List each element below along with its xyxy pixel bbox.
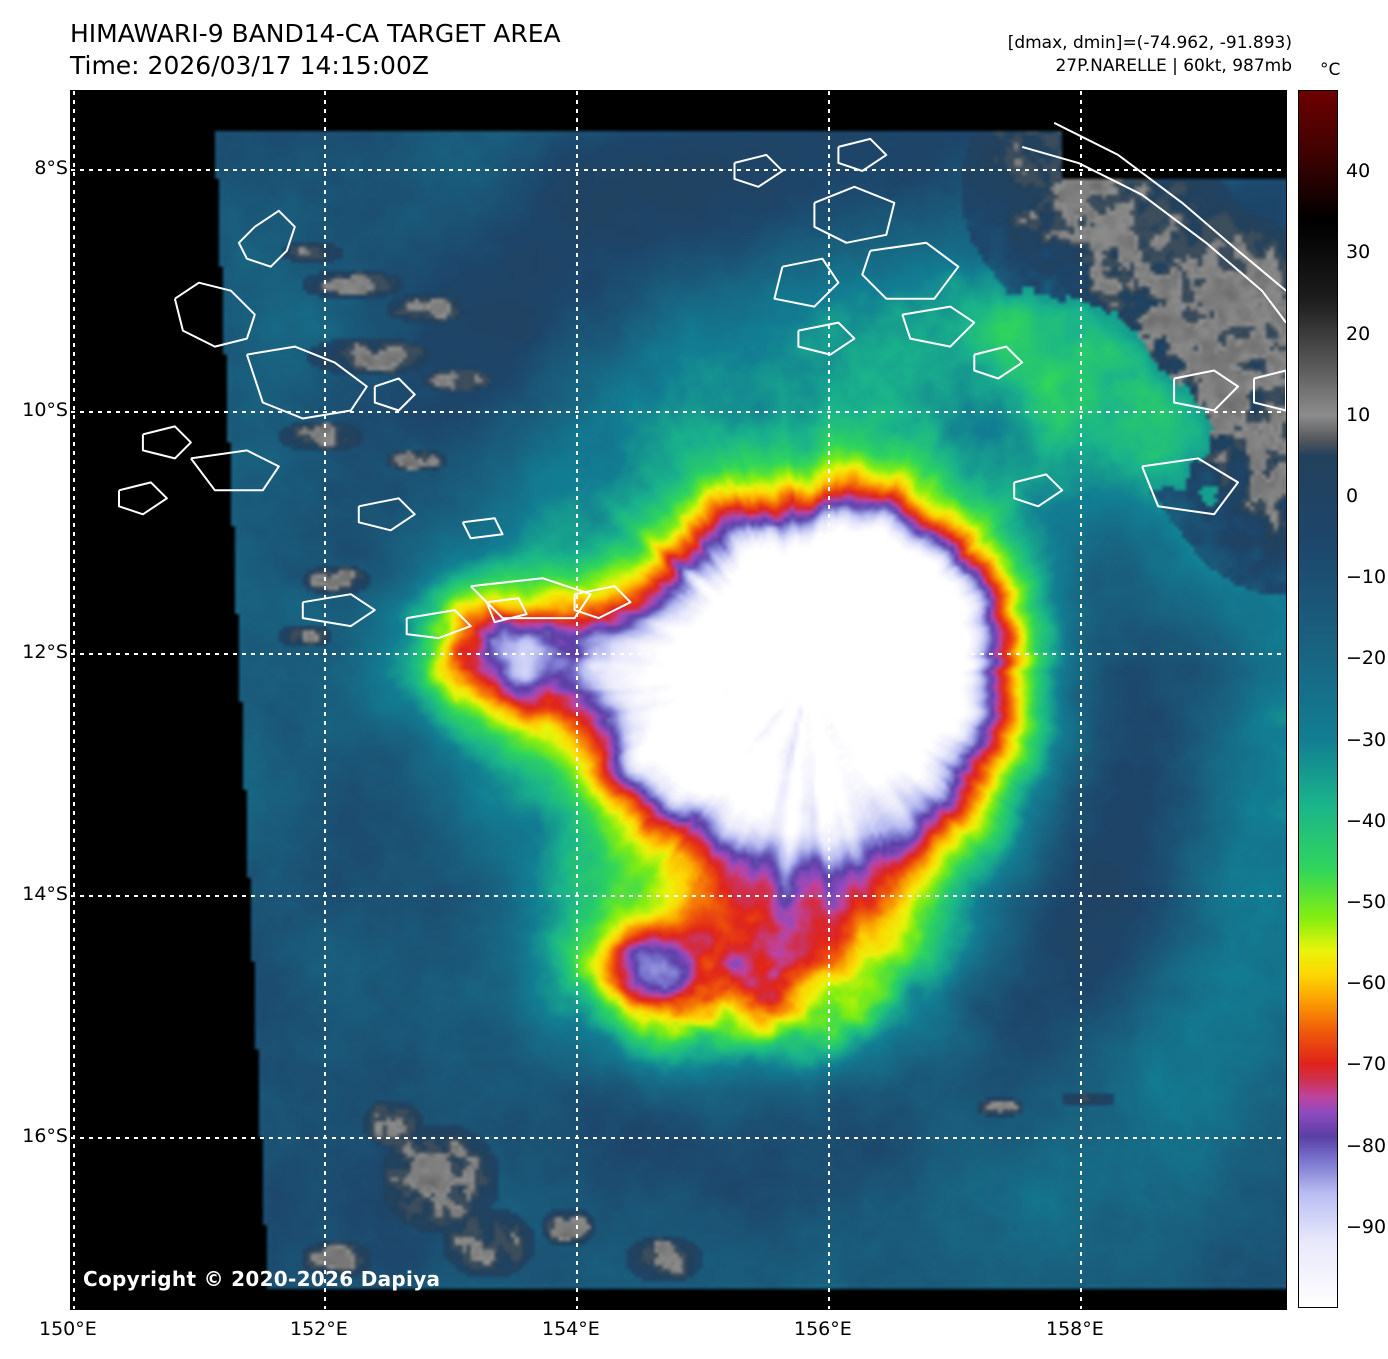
coastline-18 bbox=[837, 137, 888, 172]
copyright-notice: Copyright © 2020-2026 Dapiya bbox=[83, 1267, 441, 1291]
x-axis-tick-2: 154°E bbox=[542, 1318, 600, 1340]
coastline-27 bbox=[573, 585, 632, 620]
coastline-20 bbox=[1053, 122, 1286, 292]
coastline-8 bbox=[301, 593, 376, 628]
colorbar-tick-5: −10 bbox=[1346, 566, 1387, 589]
coastline-3 bbox=[141, 425, 192, 460]
x-axis-tick-0: 150°E bbox=[39, 1318, 97, 1340]
colorbar-tick-6: −20 bbox=[1346, 647, 1387, 670]
x-axis-tick-4: 158°E bbox=[1046, 1318, 1104, 1340]
x-axis-tick-1: 152°E bbox=[290, 1318, 348, 1340]
metadata-block: [dmax, dmin]=(-74.962, -91.893) 27P.NARE… bbox=[1008, 32, 1292, 78]
coastline-0 bbox=[173, 281, 256, 348]
y-axis-tick-0: 8°S bbox=[34, 157, 68, 179]
coastline-26 bbox=[469, 577, 592, 620]
x-axis-tick-3: 156°E bbox=[794, 1318, 852, 1340]
coastline-17 bbox=[733, 153, 784, 188]
colorbar-unit-label: °C bbox=[1320, 60, 1341, 80]
coastline-15 bbox=[797, 321, 856, 356]
coastline-13 bbox=[773, 257, 840, 308]
colorbar-tick-3: 10 bbox=[1346, 403, 1371, 426]
colorbar-tick-2: 20 bbox=[1346, 322, 1371, 345]
coastline-10 bbox=[485, 597, 528, 624]
coastline-7 bbox=[357, 497, 416, 532]
colorbar-tick-1: 30 bbox=[1346, 241, 1371, 264]
coastline-9 bbox=[405, 609, 472, 640]
title-time: Time: 2026/03/17 14:15:00Z bbox=[70, 51, 429, 80]
ir-brightness-temperature-field bbox=[71, 91, 1286, 1309]
coastline-25 bbox=[461, 517, 504, 540]
colorbar-tick-8: −40 bbox=[1346, 809, 1387, 832]
colorbar-gradient bbox=[1299, 91, 1337, 1307]
page-title: HIMAWARI-9 BAND14-CA TARGET AREA Time: 2… bbox=[70, 18, 561, 82]
satellite-image-plot: Copyright © 2020-2026 Dapiya bbox=[70, 90, 1287, 1310]
storm-label: 27P.NARELLE | 60kt, 987mb bbox=[1055, 56, 1292, 76]
coastline-21 bbox=[1173, 369, 1239, 412]
colorbar bbox=[1298, 90, 1338, 1308]
coastline-16 bbox=[973, 345, 1024, 380]
y-axis-tick-4: 16°S bbox=[22, 1125, 68, 1147]
ir-heatmap-canvas bbox=[71, 91, 1286, 1309]
colorbar-tick-11: −70 bbox=[1346, 1053, 1387, 1076]
coastline-19 bbox=[1021, 145, 1286, 324]
title-main: HIMAWARI-9 BAND14-CA TARGET AREA bbox=[70, 19, 561, 48]
coastline-23 bbox=[1141, 457, 1239, 516]
coastline-14 bbox=[901, 305, 976, 348]
coastline-22 bbox=[1253, 369, 1286, 412]
coastline-6 bbox=[237, 209, 296, 268]
y-axis-tick-1: 10°S bbox=[22, 399, 68, 421]
coastline-2 bbox=[373, 377, 416, 412]
colorbar-tick-9: −50 bbox=[1346, 891, 1387, 913]
coastline-11 bbox=[813, 185, 896, 244]
dminmax-label: [dmax, dmin]=(-74.962, -91.893) bbox=[1007, 33, 1292, 53]
colorbar-tick-10: −60 bbox=[1346, 972, 1387, 995]
colorbar-tick-7: −30 bbox=[1346, 728, 1387, 751]
colorbar-tick-4: 0 bbox=[1346, 485, 1359, 507]
colorbar-tick-0: 40 bbox=[1346, 160, 1371, 183]
coastline-4 bbox=[190, 449, 280, 492]
coastline-12 bbox=[861, 241, 960, 300]
colorbar-tick-13: −90 bbox=[1346, 1215, 1387, 1238]
coastline-5 bbox=[118, 481, 168, 516]
coastline-24 bbox=[1013, 473, 1064, 508]
y-axis-tick-3: 14°S bbox=[22, 883, 68, 905]
coastline-1 bbox=[245, 345, 368, 420]
colorbar-tick-12: −80 bbox=[1346, 1134, 1387, 1157]
y-axis-tick-2: 12°S bbox=[22, 641, 68, 663]
